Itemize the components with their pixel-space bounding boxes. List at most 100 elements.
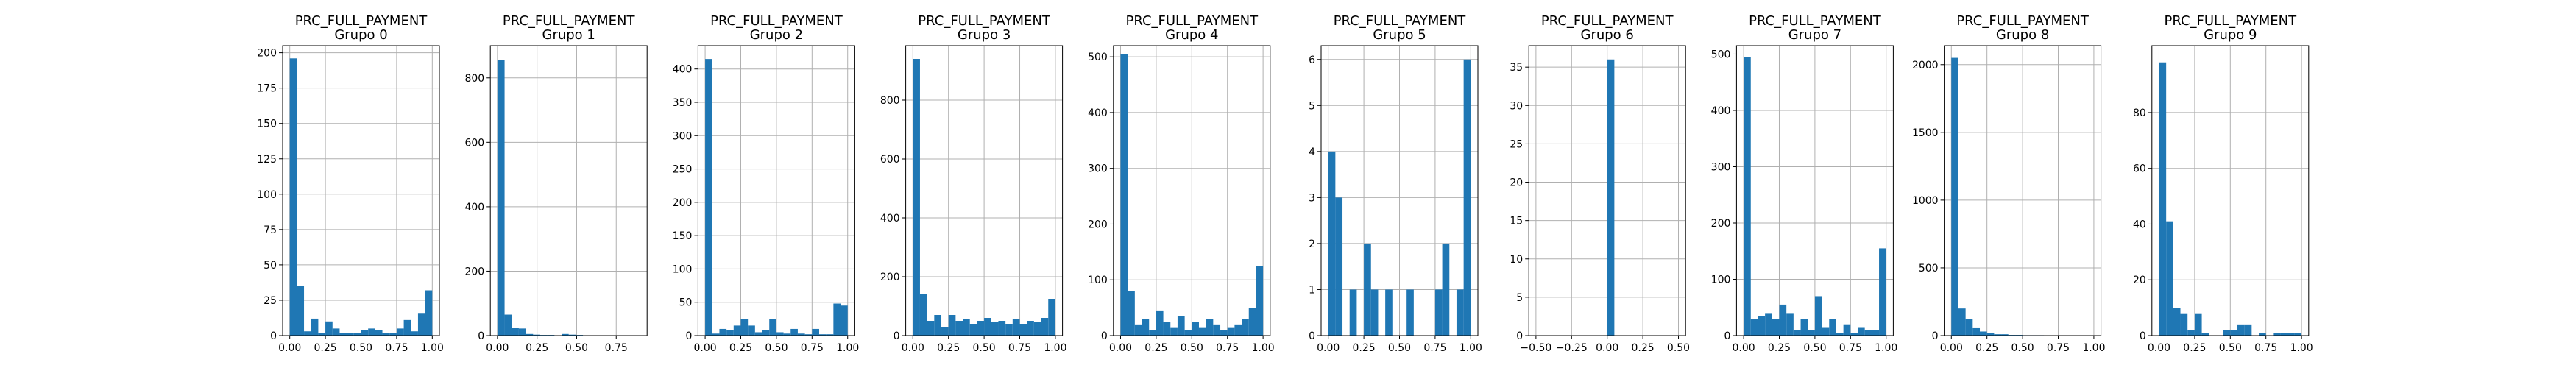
y-tick-label: 50 (263, 260, 277, 272)
histogram-bar (991, 322, 999, 336)
y-tick-label: 20 (2133, 275, 2146, 286)
histogram-bar (790, 328, 798, 336)
x-tick-label: 1.00 (2082, 342, 2105, 354)
y-tick-label: 0 (2140, 330, 2146, 342)
histogram-bar (347, 333, 354, 336)
y-tick-label: 200 (1088, 219, 1108, 230)
histogram-bar (368, 328, 375, 336)
y-tick-label: 250 (673, 164, 693, 176)
y-tick-label: 80 (2133, 107, 2146, 119)
x-tick-label: 0.25 (1632, 342, 1655, 354)
x-tick-label: 0.00 (1940, 342, 1963, 354)
histogram-bar (705, 59, 712, 336)
histogram-bar (2223, 330, 2231, 336)
y-tick-label: 350 (673, 97, 693, 109)
histogram-bar (375, 330, 383, 336)
y-tick-label: 0 (1516, 330, 1523, 342)
histogram-bar (1184, 330, 1192, 336)
chart-panel-9: 0 20 40 60 80 0.00 0.25 0.50 0.75 1.00 PRC_FULL_PA… (2133, 13, 2313, 354)
histogram-bar (1370, 289, 1379, 336)
x-tick-label: 1.00 (1044, 342, 1066, 354)
x-tick-label: 0.25 (937, 342, 960, 354)
histogram-bar (812, 328, 819, 336)
histogram-bar (1048, 299, 1055, 336)
y-tick-label: 600 (880, 154, 900, 166)
y-tick-label: 3 (1309, 192, 1315, 204)
y-tick-label: 400 (880, 213, 900, 224)
histogram-bar (1242, 319, 1249, 336)
y-tick-label: 200 (673, 197, 693, 209)
x-tick-label: −0.50 (1520, 342, 1551, 354)
y-tick-label: 100 (1711, 274, 1731, 286)
y-tick-label: 0 (1724, 330, 1730, 342)
histogram-bar (1248, 308, 1256, 336)
y-tick-label: 0 (894, 330, 900, 342)
chart-title-line: PRC_FULL_PAYMENT (1125, 13, 1259, 29)
histogram-bar (1836, 333, 1844, 336)
y-tick-label: 2000 (1912, 60, 1939, 71)
histogram-bar (748, 325, 755, 336)
histogram-bar (1406, 289, 1414, 336)
chart-title-line: PRC_FULL_PAYMENT (710, 13, 843, 29)
y-tick-label: 1 (1309, 284, 1315, 296)
histogram-bar (1227, 327, 1235, 336)
histogram-bar (998, 321, 1006, 336)
histogram-bar (1385, 289, 1393, 336)
y-tick-label: 20 (1510, 177, 1523, 189)
y-tick-label: 800 (880, 95, 900, 107)
x-tick-label: 0.25 (1144, 342, 1167, 354)
histogram-bar (818, 334, 827, 336)
y-tick-label: 500 (1088, 52, 1108, 63)
histogram-bar (1234, 324, 1242, 336)
histogram-bar (2259, 333, 2266, 336)
y-tick-label: 1500 (1912, 127, 1939, 139)
histogram-bar (1163, 322, 1171, 336)
x-tick-label: 0.75 (2254, 342, 2277, 354)
histogram-bar (403, 319, 411, 336)
histogram-bar (1213, 324, 1221, 336)
histogram-bar (2201, 333, 2209, 336)
histogram-bar (311, 318, 319, 336)
histogram-bar (1786, 313, 1794, 336)
histogram-bar (1019, 324, 1027, 336)
y-tick-label: 2 (1309, 238, 1315, 250)
histogram-bar (2001, 334, 2009, 336)
x-tick-label: 0.25 (2183, 342, 2206, 354)
chart-title-line: Grupo 2 (750, 27, 803, 43)
y-tick-label: 30 (1510, 100, 1523, 112)
x-tick-label: 0.50 (2219, 342, 2242, 354)
y-tick-label: 15 (1510, 216, 1523, 227)
histogram-bar (1758, 316, 1766, 336)
histogram-bar (1012, 319, 1020, 336)
histogram-bar (1256, 266, 1264, 336)
y-tick-label: 60 (2133, 163, 2146, 175)
histogram-bar (1156, 310, 1164, 336)
histogram-bar (504, 314, 512, 336)
histogram-bar (769, 319, 776, 336)
histogram-bar (332, 328, 340, 336)
histogram-bar (977, 321, 985, 336)
histogram-bar (2244, 324, 2252, 336)
histogram-bar (1120, 54, 1128, 336)
x-tick-label: 0.75 (2047, 342, 2070, 354)
x-tick-label: 0.25 (526, 342, 548, 354)
histogram-bar (1857, 327, 1865, 336)
y-tick-label: 10 (1510, 254, 1523, 266)
histogram-bar (1134, 324, 1142, 336)
chart-title-line: PRC_FULL_PAYMENT (918, 13, 1051, 29)
y-tick-label: 200 (464, 266, 484, 277)
y-tick-label: 0 (685, 330, 692, 342)
x-tick-label: 0.00 (1109, 342, 1132, 354)
y-tick-label: 0 (478, 330, 484, 342)
y-tick-label: 0 (1309, 330, 1315, 342)
histogram-bar (353, 333, 361, 336)
histogram-bar (1364, 243, 1371, 336)
y-tick-label: 25 (263, 295, 277, 307)
histogram-bar (1800, 319, 1808, 336)
y-tick-label: 175 (257, 83, 277, 95)
histogram-bar (1744, 57, 1751, 336)
y-tick-label: 400 (1711, 105, 1731, 117)
histogram-bar (389, 333, 397, 336)
x-tick-label: 0.75 (1216, 342, 1239, 354)
